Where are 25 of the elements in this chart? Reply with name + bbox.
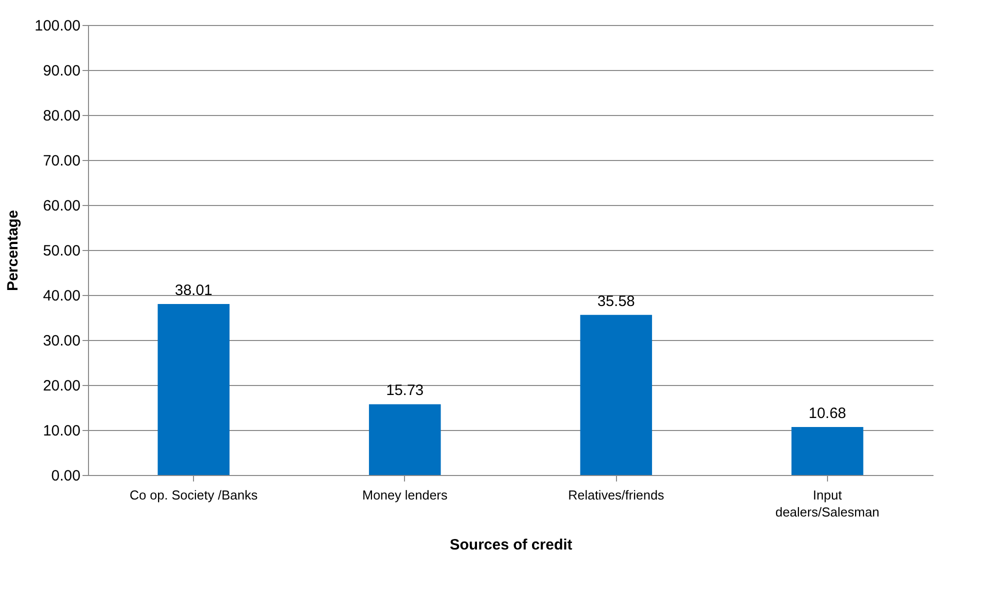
- y-tick-label: 90.00: [42, 62, 80, 80]
- y-tick-label: 60.00: [42, 198, 80, 214]
- x-tick-label: Relatives/friends: [568, 488, 665, 502]
- y-tick-label: 50.00: [42, 242, 80, 260]
- data-label: 15.73: [386, 382, 424, 400]
- bar: [158, 304, 230, 475]
- y-tick-label: 100.00: [34, 18, 80, 34]
- y-tick-label: 80.00: [42, 108, 80, 124]
- bar: [791, 426, 864, 475]
- data-label: 35.58: [597, 292, 635, 310]
- data-label: 38.01: [174, 282, 212, 299]
- y-tick-label: 20.00: [42, 378, 80, 394]
- x-axis-title: Sources of credit: [450, 536, 572, 554]
- x-tick-label: Co op. Society /Banks: [130, 488, 258, 502]
- y-tick-label: 70.00: [42, 152, 80, 170]
- y-axis-title: Percentage: [4, 210, 22, 291]
- x-tick-label: Input dealers/Salesman: [775, 488, 880, 520]
- bar: [580, 314, 652, 475]
- y-tick-label: 10.00: [42, 422, 80, 440]
- bar: [368, 404, 441, 475]
- y-tick-label: 30.00: [42, 332, 80, 350]
- x-tick-label: Money lenders: [362, 488, 448, 502]
- y-tick-label: 40.00: [42, 288, 80, 304]
- y-tick-label: 0.00: [51, 468, 80, 484]
- data-label: 10.68: [808, 404, 846, 422]
